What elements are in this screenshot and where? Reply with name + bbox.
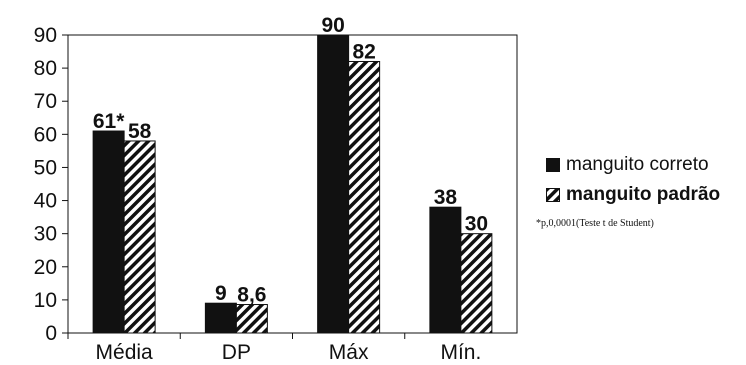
legend: manguito correto manguito padrão *p,0,00…: [536, 150, 720, 229]
y-tick-label: 60: [34, 123, 57, 146]
data-label: 82: [352, 40, 375, 63]
y-tick-label: 30: [34, 223, 57, 246]
data-label: 9: [215, 282, 227, 305]
x-category-label: Média: [96, 341, 154, 364]
data-label: 8,6: [237, 284, 266, 307]
data-label: 90: [321, 14, 344, 37]
bar: [429, 206, 462, 334]
x-category-label: DP: [222, 341, 251, 364]
bar: [317, 34, 350, 334]
data-label: 30: [465, 213, 488, 236]
legend-swatch-hatched: [546, 188, 560, 202]
y-tick-label: 40: [34, 190, 57, 213]
data-label: 38: [434, 186, 458, 209]
bar: [348, 60, 381, 334]
x-category-label: Mín.: [440, 341, 481, 364]
y-tick-label: 50: [34, 156, 57, 179]
legend-label: manguito correto: [566, 154, 709, 175]
x-category-label: Máx: [329, 341, 369, 364]
bar: [123, 140, 156, 334]
bar: [204, 302, 237, 334]
y-tick-label: 20: [34, 256, 57, 279]
y-tick-label: 10: [34, 289, 57, 312]
bar: [235, 304, 268, 334]
data-label: 58: [128, 120, 152, 143]
legend-swatch-solid: [546, 158, 560, 172]
footnote: *p,0,0001(Teste t de Student): [536, 218, 654, 229]
legend-label: manguito padrão: [566, 184, 721, 205]
legend-item-manguito-correto: manguito correto: [546, 150, 720, 180]
y-tick-label: 0: [45, 322, 57, 345]
data-label: 61*: [93, 110, 125, 133]
y-tick-label: 80: [34, 57, 57, 80]
bar: [92, 130, 125, 334]
legend-item-manguito-padrao: manguito padrão: [546, 180, 720, 210]
bar: [460, 233, 493, 334]
y-tick-label: 70: [34, 90, 57, 113]
y-tick-label: 90: [34, 24, 57, 47]
